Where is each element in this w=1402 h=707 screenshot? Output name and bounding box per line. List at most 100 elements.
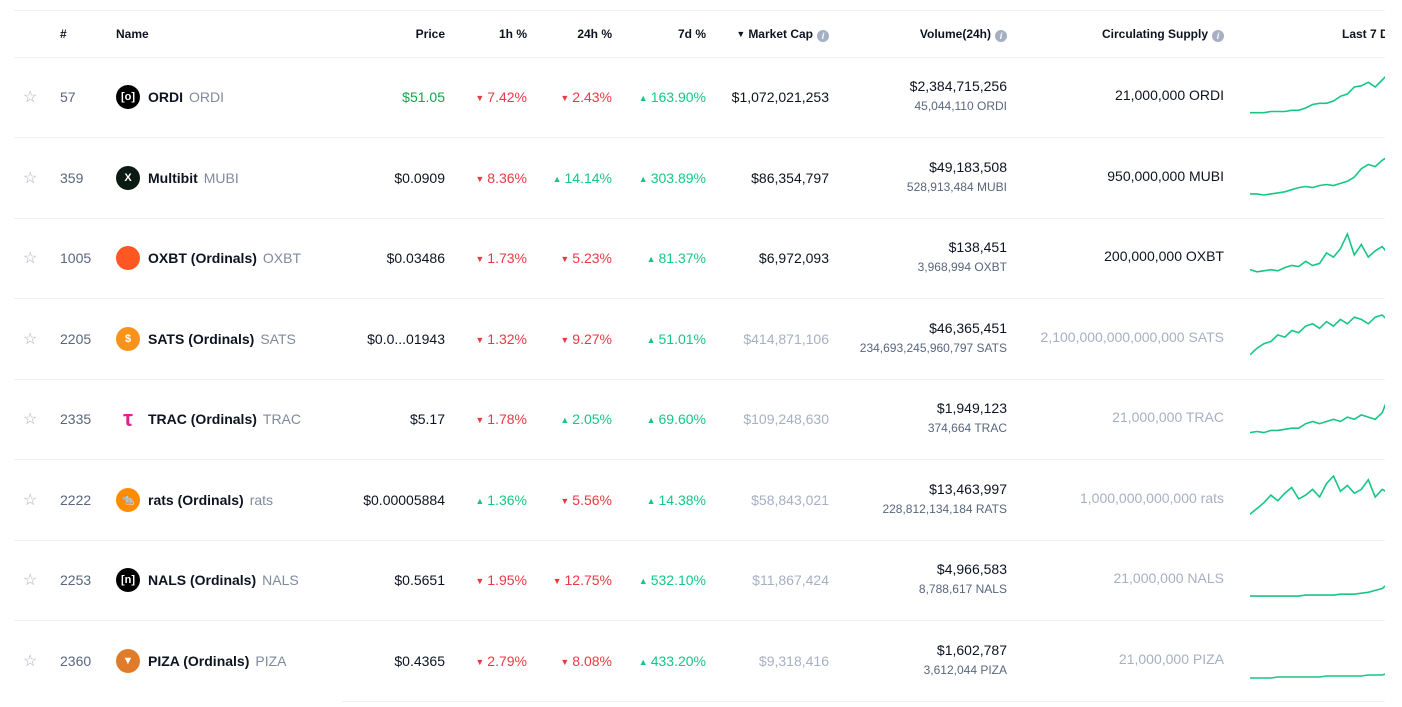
change-d7: ▲ 433.20% (639, 653, 706, 669)
coin-name-link[interactable]: OXBT (Ordinals) OXBT (148, 250, 301, 266)
rank: 2222 (60, 491, 92, 508)
caret-down-icon: ▼ (560, 495, 570, 506)
star-icon[interactable]: ☆ (23, 330, 38, 348)
change-value: 8.36% (487, 169, 527, 186)
info-icon[interactable]: i (1212, 30, 1224, 42)
table-row[interactable]: ☆ 57 [o] ORDI ORDI $51.05 ▼ 7.42% ▼ 2.43% ▲ 163.90%… (14, 57, 1385, 138)
price: $0.4365 (394, 652, 445, 669)
star-icon[interactable]: ☆ (23, 411, 38, 428)
market-cap: $9,318,416 (758, 652, 829, 669)
volume-in-coin: 45,044,110 ORDI (914, 99, 1007, 113)
change-value: 5.56% (572, 491, 612, 508)
change-h1: ▼ 1.73% (475, 250, 527, 266)
crypto-table: # Name Price 1h % 24h % 7d % ▼ Market Cap… (14, 10, 1385, 707)
coin-name-link[interactable]: SATS (Ordinals) SATS (148, 331, 296, 347)
coin-symbol: ORDI (189, 89, 224, 105)
rank: 2335 (60, 411, 92, 427)
change-d7: ▲ 81.37% (647, 250, 706, 266)
table-row[interactable]: ☆ 2335 τ TRAC (Ordinals) TRAC $5.17 ▼ 1.78% ▲ 2.0… (14, 379, 1385, 460)
change-h24: ▼ 8.08% (560, 653, 612, 669)
sparkline-line (1250, 157, 1385, 196)
rank: 2360 (60, 652, 92, 669)
circulating-supply: 950,000,000 MUBI (1107, 167, 1224, 184)
header-supply-label: Circulating Supply (1101, 27, 1208, 41)
header-1h[interactable]: 1h % (498, 27, 527, 41)
sparkline-chart (1250, 231, 1385, 273)
header-price[interactable]: Price (415, 27, 445, 41)
change-h1: ▼ 1.95% (475, 572, 527, 588)
header-rank[interactable]: # (60, 27, 67, 41)
change-h24: ▼ 2.43% (560, 89, 612, 105)
table-row[interactable]: ☆ 2253 [n] NALS (Ordinals) NALS $0.5651 ▼ 1.95%… (14, 540, 1385, 621)
coin-symbol: rats (249, 491, 274, 508)
caret-up-icon: ▲ (646, 495, 656, 506)
volume: $49,183,508 (929, 158, 1007, 175)
table-header: # Name Price 1h % 24h % 7d % ▼ Market Cap… (14, 10, 1385, 58)
caret-down-icon: ▼ (475, 254, 485, 264)
table-row[interactable]: ☆ 1005 OXBT (Ordinals) OXBT $0.03486 ▼ 1.73% ▼ 5… (14, 218, 1385, 299)
coin-name: ORDI (148, 89, 183, 105)
market-cap: $414,871,106 (743, 330, 829, 347)
coin-name-link[interactable]: TRAC (Ordinals) TRAC (148, 411, 301, 427)
change-d7: ▲ 51.01% (647, 331, 706, 347)
volume-in-coin: 228,812,134,184 RATS (882, 501, 1007, 516)
coin-symbol: TRAC (262, 411, 302, 427)
coin-name-link[interactable]: Multibit MUBI (148, 170, 239, 186)
change-h24: ▼ 12.75% (553, 572, 612, 588)
table-row[interactable]: ☆ 2360 ▼ PIZA (Ordinals) PIZA $0.4365 ▼ 2.79% ▼ 8… (14, 621, 1385, 702)
sparkline-chart (1250, 474, 1385, 515)
coin-symbol: MUBI (203, 169, 239, 186)
price: $0.0909 (394, 169, 445, 186)
price: $0.5651 (394, 572, 445, 588)
coin-name: PIZA (Ordinals) (148, 652, 250, 669)
header-7d[interactable]: 7d % (677, 27, 706, 41)
change-h1: ▼ 8.36% (475, 170, 527, 186)
header-last-7-days: Last 7 Days (1342, 27, 1385, 41)
change-value: 163.90% (650, 89, 706, 105)
star-icon[interactable]: ☆ (23, 89, 38, 106)
star-icon[interactable]: ☆ (23, 652, 38, 670)
info-icon[interactable]: i (817, 30, 829, 42)
change-h24: ▲ 14.14% (553, 170, 612, 186)
change-value: 69.60% (658, 411, 706, 427)
caret-up-icon: ▲ (646, 415, 656, 425)
market-cap: $11,867,424 (752, 572, 829, 588)
coin-name-link[interactable]: NALS (Ordinals) NALS (148, 572, 299, 588)
change-d7: ▲ 69.60% (647, 411, 706, 427)
volume-in-coin: 3,968,994 OXBT (917, 260, 1007, 274)
caret-down-icon: ▼ (475, 334, 485, 345)
caret-down-icon: ▼ (475, 576, 485, 586)
volume-in-coin: 234,693,245,960,797 SATS (859, 340, 1007, 355)
sparkline-chart (1250, 403, 1385, 434)
table-row[interactable]: ☆ 2205 $ SATS (Ordinals) SATS $0.0...01943 ▼ 1.… (14, 299, 1385, 380)
header-name[interactable]: Name (116, 27, 149, 41)
table-row[interactable]: ☆ 359 X Multibit MUBI $0.0909 ▼ 8.36% ▲ 14.14% ▲ 30… (14, 138, 1385, 219)
volume: $4,966,583 (936, 561, 1007, 577)
volume: $2,384,715,256 (909, 78, 1007, 94)
star-icon[interactable]: ☆ (23, 169, 38, 187)
header-24h[interactable]: 24h % (577, 27, 612, 41)
info-icon[interactable]: i (995, 30, 1007, 42)
caret-down-icon: ▼ (475, 415, 485, 425)
coin-name-link[interactable]: PIZA (Ordinals) PIZA (148, 653, 287, 669)
caret-down-icon: ▼ (560, 254, 570, 264)
table-row[interactable]: ☆ 2222 🐀 rats (Ordinals) rats $0.00005884 ▲ 1.3… (14, 460, 1385, 541)
star-icon[interactable]: ☆ (23, 250, 38, 267)
coin-logo-icon (116, 246, 140, 270)
header-supply[interactable]: Circulating Supply i (1102, 27, 1224, 42)
volume: $1,949,123 (936, 400, 1007, 416)
price: $5.17 (409, 411, 445, 427)
change-value: 1.32% (487, 330, 527, 347)
header-market-cap[interactable]: ▼ Market Cap i (736, 27, 829, 42)
change-value: 12.75% (564, 572, 612, 588)
change-value: 7.42% (487, 89, 527, 105)
coin-name-link[interactable]: rats (Ordinals) rats (148, 492, 273, 508)
change-d7: ▲ 532.10% (639, 572, 706, 588)
price: $51.05 (402, 89, 445, 105)
coin-name-link[interactable]: ORDI ORDI (148, 89, 224, 105)
star-icon[interactable]: ☆ (23, 572, 38, 589)
star-icon[interactable]: ☆ (23, 491, 38, 509)
change-h24: ▼ 5.56% (560, 492, 612, 508)
header-volume[interactable]: Volume(24h) i (920, 27, 1007, 42)
coin-logo-icon: 🐀 (116, 487, 140, 512)
